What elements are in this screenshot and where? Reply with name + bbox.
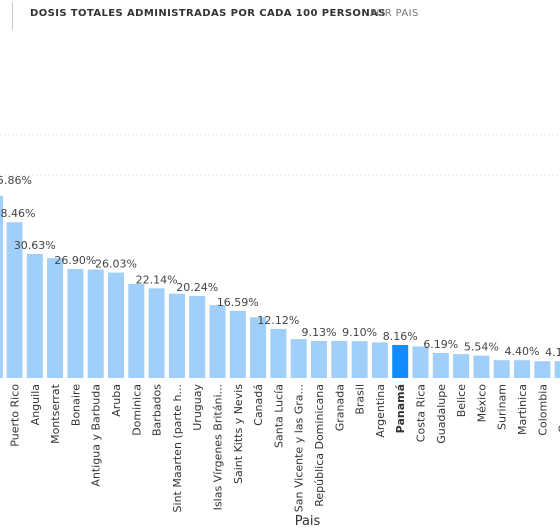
header-divider [12, 2, 13, 30]
bar[interactable] [6, 222, 23, 378]
x-tick-label[interactable]: Guayana [557, 384, 560, 433]
data-label: 26.03% [95, 258, 137, 271]
x-tick-label[interactable]: Montserrat [49, 383, 62, 444]
x-tick-label[interactable]: Granada [333, 384, 346, 431]
bar[interactable] [189, 296, 206, 378]
x-tick-label[interactable]: Brasil [354, 384, 367, 415]
x-tick-label[interactable]: México [475, 384, 488, 423]
data-label: 5.54% [464, 341, 499, 354]
bar[interactable] [270, 328, 287, 378]
bar[interactable] [331, 341, 348, 378]
data-label: 9.10% [342, 326, 377, 339]
x-tick-label[interactable]: Costa Rica [415, 384, 428, 442]
bar[interactable] [554, 361, 560, 378]
x-tick-label[interactable]: Puerto Rico [9, 384, 22, 447]
x-tick-label[interactable]: Uruguay [191, 384, 204, 431]
bar[interactable] [209, 305, 226, 378]
bar[interactable] [290, 339, 307, 378]
chart-subtitle: POR PAIS [370, 8, 419, 19]
x-tick-label[interactable]: Anguila [29, 384, 42, 425]
bar[interactable] [351, 341, 368, 378]
bar[interactable] [87, 269, 104, 378]
bar[interactable] [67, 269, 84, 378]
bar[interactable] [412, 346, 429, 378]
bar[interactable] [47, 258, 64, 378]
x-tick-label[interactable]: San Vicente y las Gra... [293, 384, 306, 512]
bar[interactable] [534, 361, 551, 378]
bar[interactable] [392, 344, 409, 378]
data-label: 12.12% [257, 314, 299, 327]
x-tick-label[interactable]: Belice [455, 384, 468, 417]
data-label: 26.90% [54, 254, 96, 267]
bar[interactable] [493, 360, 510, 378]
data-label: 38.46% [0, 207, 35, 220]
data-label: 4.40% [505, 345, 540, 358]
bar-partial[interactable] [0, 195, 3, 378]
bar[interactable] [514, 360, 530, 378]
bar[interactable] [148, 288, 165, 378]
bar[interactable] [250, 317, 267, 378]
x-tick-label[interactable]: Panamá [394, 384, 407, 433]
x-tick-label[interactable]: Martinica [516, 384, 529, 435]
data-label: 4.14% [545, 346, 560, 359]
bar[interactable] [229, 310, 246, 378]
x-tick-label[interactable]: Surinam [496, 384, 509, 430]
chart-title: DOSIS TOTALES ADMINISTRADAS POR CADA 100… [30, 8, 386, 19]
data-label: 6.19% [423, 338, 458, 351]
bar[interactable] [371, 342, 388, 378]
bar[interactable] [432, 352, 449, 378]
data-label: 9.13% [302, 326, 337, 339]
data-label: 22.14% [136, 273, 178, 286]
visual-header: DOSIS TOTALES ADMINISTRADAS POR CADA 100… [0, 0, 560, 36]
x-tick-label[interactable]: Barbados [151, 384, 164, 436]
x-tick-label[interactable]: República Dominicana [313, 384, 326, 507]
x-tick-label[interactable]: Aruba [110, 384, 123, 417]
data-label: 8.16% [383, 330, 418, 343]
x-axis-title: Pais [294, 514, 321, 529]
x-tick-label[interactable]: Argentina [374, 384, 387, 438]
data-label: 20.24% [176, 281, 218, 294]
x-tick-label[interactable]: Canadá [252, 384, 265, 426]
bar[interactable] [311, 341, 327, 378]
x-tick-label[interactable]: Bonaire [69, 384, 82, 426]
x-tick-label[interactable]: Sint Maarten (parte h... [171, 384, 184, 512]
x-tick-label[interactable]: Saint Kitts y Nevis [232, 384, 245, 484]
x-tick-label[interactable]: Colombia [536, 384, 549, 436]
x-tick-label[interactable]: Islas Vírgenes Británi... [212, 384, 225, 510]
bar[interactable] [108, 272, 124, 378]
bar[interactable] [453, 354, 470, 378]
x-tick-label[interactable]: Guadalupe [435, 384, 448, 444]
bar[interactable] [128, 284, 145, 378]
x-tick-label[interactable]: Antigua y Barbuda [90, 384, 103, 487]
x-tick-label[interactable]: Dominica [130, 384, 143, 436]
bar[interactable] [168, 293, 185, 378]
bar[interactable] [473, 355, 490, 378]
data-label: 30.63% [14, 239, 56, 252]
data-label: 16.59% [217, 296, 259, 309]
data-label-partial: 45.86% [0, 174, 32, 187]
x-tick-label[interactable]: Santa Lucía [272, 384, 285, 448]
bar[interactable] [26, 253, 43, 378]
